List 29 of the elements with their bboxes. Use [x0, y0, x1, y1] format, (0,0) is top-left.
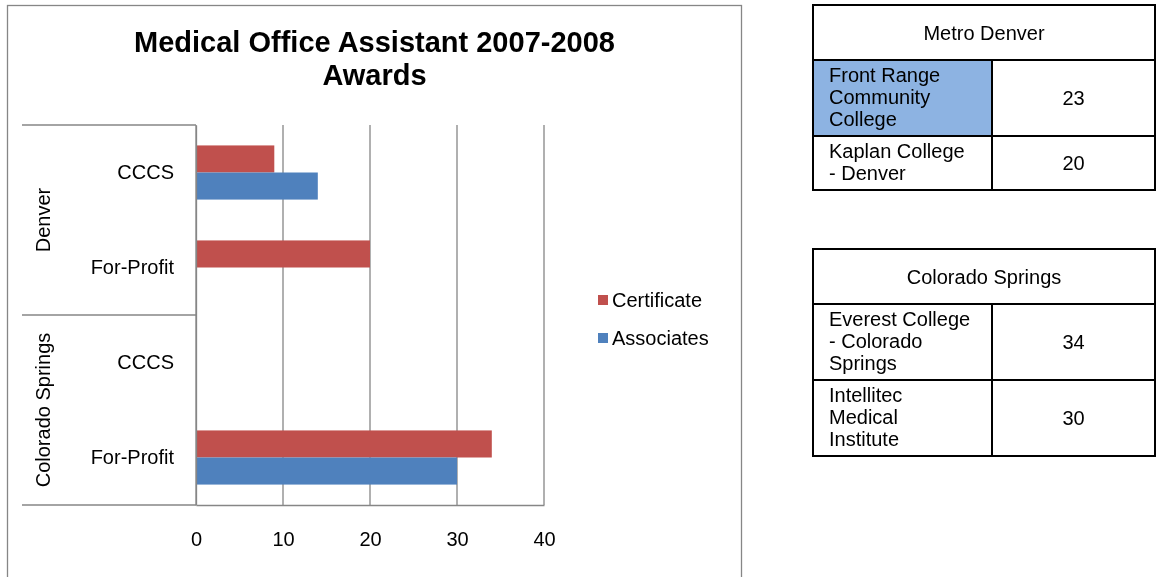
bar [196, 240, 370, 268]
bar [196, 145, 275, 173]
category-label: Everest College - Colorado Springs [829, 308, 971, 374]
y-tick-label: For-Profit [90, 255, 175, 278]
category-label: Kaplan College - Denver [829, 140, 965, 184]
y-tick-label: CCCS [117, 350, 174, 373]
chart-title: Medical Office Assistant 2007-2008 Awards [134, 26, 615, 91]
x-tick-label: 0 [190, 528, 203, 551]
x-tick-label: 40 [533, 528, 556, 551]
data-label: 34 [1062, 331, 1085, 353]
y-tick-label: For-Profit [90, 445, 175, 468]
y-tick-label: CCCS [117, 160, 174, 183]
text: Colorado Springs [906, 265, 1062, 288]
data-label: 30 [1062, 407, 1085, 429]
legend-label: Associates [612, 327, 709, 349]
x-tick-label: 10 [272, 528, 295, 551]
category-label: Intellitec Medical Institute [829, 384, 903, 450]
bar [196, 172, 318, 200]
text: Colorado Springs [32, 332, 54, 488]
bar [196, 457, 457, 485]
text: Denver [32, 187, 54, 253]
category-label: Front Range Community College [829, 64, 941, 130]
x-tick-label: 20 [359, 528, 382, 551]
legend-label: Certificate [612, 289, 703, 311]
data-label: 20 [1062, 152, 1085, 174]
text: Metro Denver [923, 21, 1045, 44]
x-tick-label: 30 [446, 528, 469, 551]
bar [196, 430, 492, 458]
data-label: 23 [1062, 87, 1085, 109]
